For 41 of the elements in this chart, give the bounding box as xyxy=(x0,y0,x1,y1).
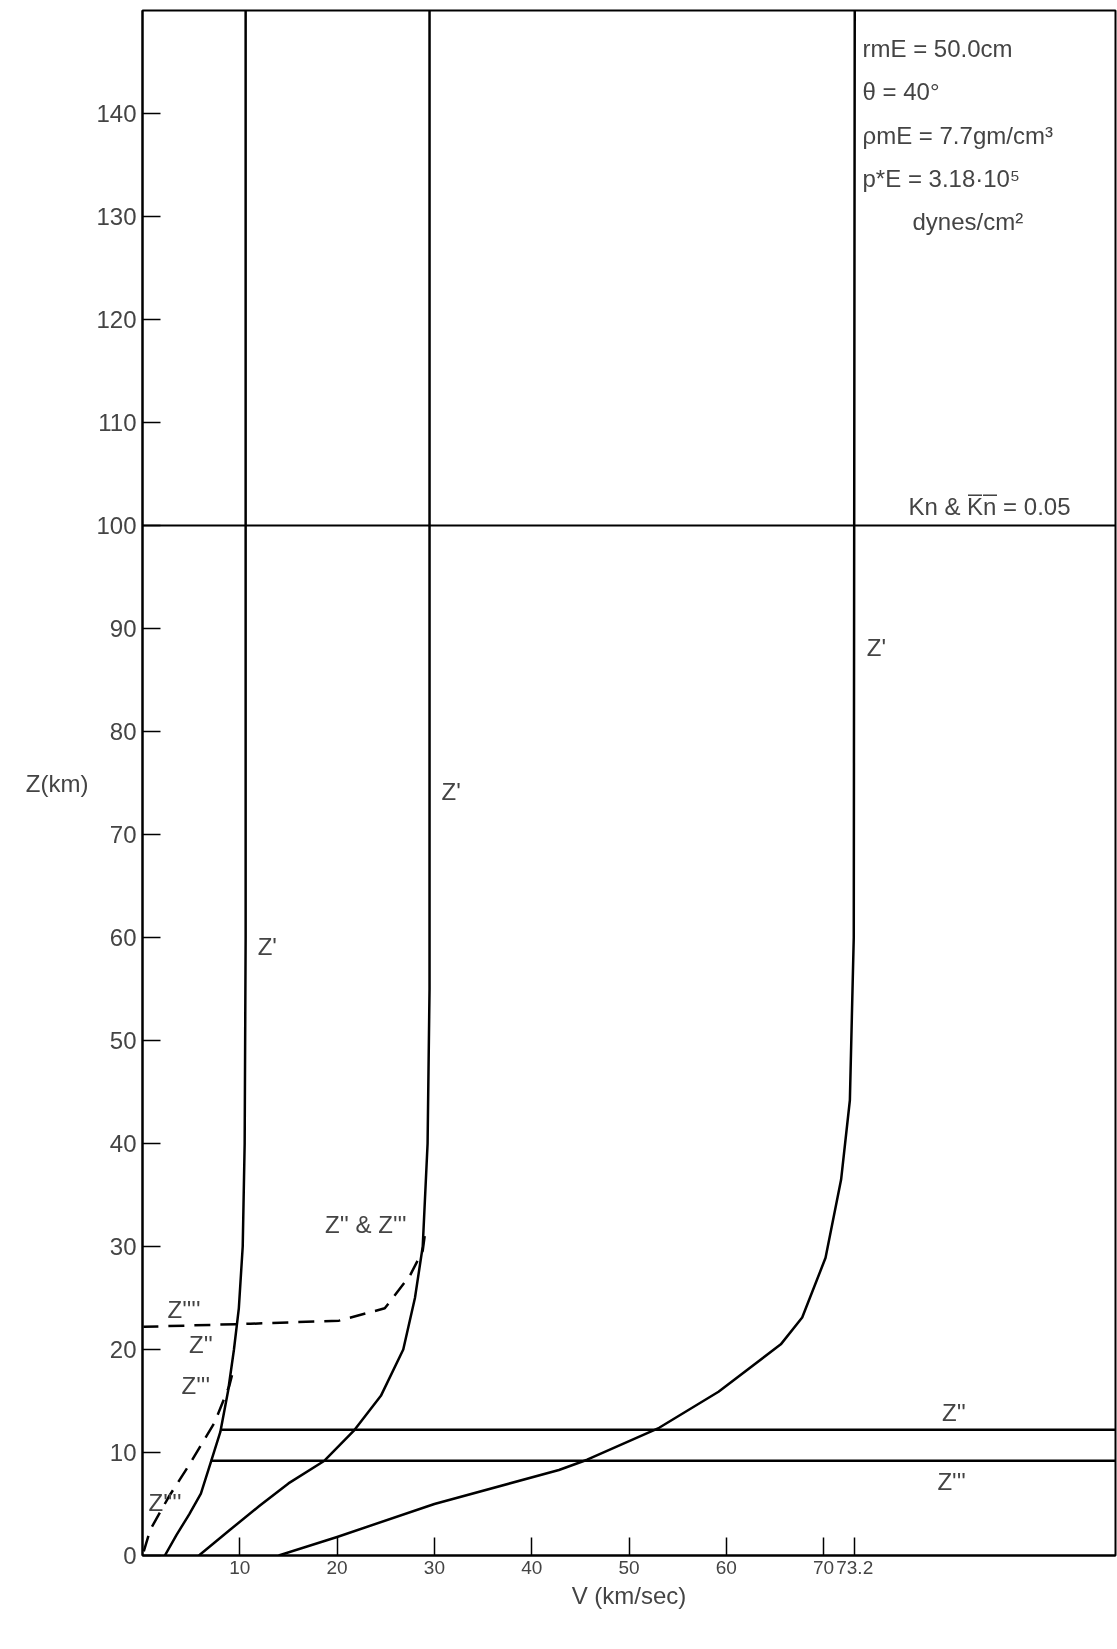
annotation: Kn & K̅n̅ = 0.05 xyxy=(908,492,1071,520)
annotation: Z''' xyxy=(937,1467,966,1495)
annotation: ρmE = 7.7gm/cm³ xyxy=(862,121,1053,149)
y-tick-label: 100 xyxy=(96,512,137,539)
x-tick-label: 73.2 xyxy=(836,1556,874,1578)
annotation: Z'''' xyxy=(167,1295,201,1323)
y-axis-title: Z(km) xyxy=(25,769,89,797)
y-tick-label: 130 xyxy=(96,203,137,230)
annotation: rmE = 50.0cm xyxy=(862,35,1013,62)
annotation: Z' xyxy=(441,778,461,806)
annotation: Z'' xyxy=(189,1330,213,1358)
annotation: Z''' xyxy=(181,1372,211,1400)
y-tick-label: 110 xyxy=(98,409,137,436)
y-tick-label: 0 xyxy=(123,1542,137,1569)
y-tick-label: 60 xyxy=(109,924,137,951)
x-tick-label: 20 xyxy=(326,1556,348,1578)
annotation: Z'''' xyxy=(148,1488,182,1516)
y-tick-label: 10 xyxy=(109,1439,137,1466)
y-tick-label: 30 xyxy=(109,1233,137,1260)
x-tick-label: 40 xyxy=(521,1556,543,1578)
annotation: Z'' & Z''' xyxy=(325,1210,407,1238)
x-tick-label: 60 xyxy=(715,1556,737,1578)
y-tick-label: 20 xyxy=(109,1336,137,1363)
y-tick-label: 90 xyxy=(109,615,137,642)
x-tick-label: 70 xyxy=(813,1556,835,1578)
x-tick-label: 10 xyxy=(229,1556,251,1578)
annotation: θ = 40° xyxy=(862,78,940,106)
annotation: dynes/cm² xyxy=(912,208,1024,236)
y-tick-label: 140 xyxy=(96,100,137,127)
y-tick-label: 80 xyxy=(109,718,137,745)
x-tick-label: 50 xyxy=(618,1556,640,1578)
annotation: Z'' xyxy=(942,1398,966,1426)
annotation: Z' xyxy=(866,634,886,662)
y-tick-label: 50 xyxy=(109,1027,137,1054)
y-tick-label: 120 xyxy=(96,306,137,333)
y-tick-label: 40 xyxy=(109,1130,137,1157)
x-tick-label: 30 xyxy=(423,1556,445,1578)
y-tick-label: 70 xyxy=(109,821,137,848)
annotation: p*E = 3.18·10⁵ xyxy=(862,164,1020,192)
x-axis-title: V (km/sec) xyxy=(571,1581,687,1609)
annotation: Z' xyxy=(257,932,277,960)
